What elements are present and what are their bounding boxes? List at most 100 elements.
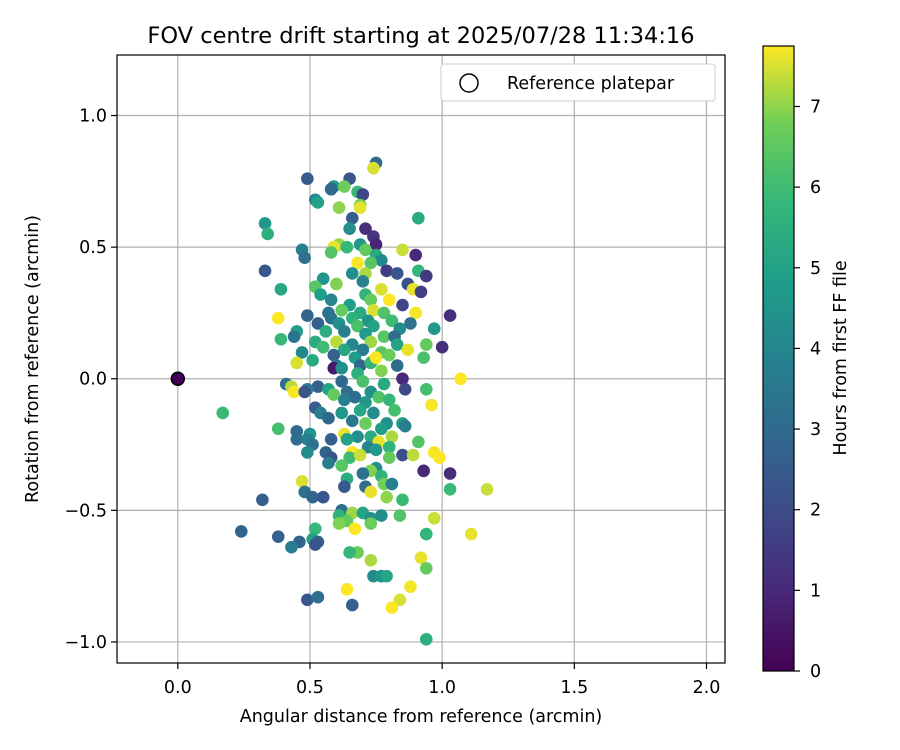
data-point: [345, 267, 359, 280]
data-point: [412, 211, 425, 225]
data-point: [356, 467, 370, 480]
legend-marker: [459, 73, 479, 93]
data-point: [258, 264, 272, 278]
data-point: [348, 390, 362, 404]
data-point: [388, 404, 401, 417]
y-tick-label: 0.5: [79, 238, 107, 258]
data-point: [298, 385, 311, 399]
data-point: [364, 335, 378, 349]
plot-area: 0.0 0.5 1.0 1.5 2.0 −1.0 −0.5 0.0 0.5 1.0: [65, 54, 726, 698]
data-point: [375, 253, 388, 267]
data-point: [419, 561, 433, 575]
data-point: [359, 243, 372, 257]
data-point: [332, 201, 346, 214]
data-point: [401, 343, 415, 357]
data-point: [419, 338, 433, 351]
data-point: [330, 335, 343, 349]
data-point: [290, 432, 304, 446]
colorbar-tick-label: 7: [810, 97, 821, 117]
x-axis-ticks: 0.0 0.5 1.0 1.5 2.0: [164, 663, 720, 698]
data-point: [385, 601, 399, 615]
data-point: [359, 222, 372, 236]
data-point: [287, 330, 301, 343]
data-point: [311, 196, 325, 209]
data-point: [338, 180, 351, 193]
data-point: [375, 509, 388, 522]
x-tick-label: 0.0: [164, 678, 192, 698]
y-tick-label: −1.0: [65, 633, 108, 653]
data-point: [414, 285, 428, 299]
data-point: [390, 338, 404, 351]
data-point: [290, 356, 304, 370]
data-point: [353, 404, 367, 417]
data-point: [274, 332, 288, 346]
data-point: [311, 380, 325, 393]
data-point: [351, 319, 364, 333]
colorbar-ticks: 0 1 2 3 4 5 6 7: [794, 97, 821, 682]
data-point: [335, 304, 348, 317]
data-point: [353, 448, 367, 462]
reference-point: [170, 371, 186, 386]
data-point: [316, 272, 330, 286]
data-point: [427, 322, 441, 336]
data-point: [377, 377, 391, 391]
data-point: [385, 477, 399, 491]
data-point: [364, 554, 378, 567]
data-point: [234, 525, 248, 538]
data-point: [316, 490, 330, 504]
colorbar-tick-label: 2: [810, 501, 821, 521]
scatter-points: [216, 156, 494, 646]
data-point: [332, 517, 346, 530]
data-point: [377, 330, 391, 343]
data-point: [435, 340, 449, 354]
x-tick-label: 1.0: [428, 678, 456, 698]
data-point: [382, 451, 396, 465]
data-point: [324, 246, 338, 259]
data-point: [308, 522, 322, 536]
data-point: [385, 314, 399, 328]
data-point: [367, 161, 380, 175]
data-point: [301, 593, 314, 607]
data-point: [390, 359, 404, 372]
data-point: [295, 475, 309, 488]
y-tick-label: 1.0: [79, 107, 107, 127]
data-point: [316, 340, 330, 354]
colorbar-tick-label: 5: [810, 259, 821, 279]
colorbar-gradient: [762, 45, 795, 672]
data-point: [359, 417, 372, 430]
data-point: [327, 388, 341, 401]
data-point: [335, 361, 348, 375]
y-axis-label: Rotation from reference (arcmin): [23, 215, 43, 503]
data-point: [367, 406, 380, 420]
data-point: [298, 251, 311, 264]
data-point: [396, 243, 409, 257]
data-point: [419, 527, 433, 541]
data-point: [443, 467, 457, 480]
data-point: [295, 346, 309, 359]
data-point: [301, 172, 314, 186]
colorbar: 0 1 2 3 4 5 6 7 Hours from first FF file: [762, 45, 851, 682]
y-axis-ticks: −1.0 −0.5 0.0 0.5 1.0: [65, 107, 117, 653]
data-point: [338, 480, 351, 493]
data-point: [271, 311, 285, 325]
data-point: [375, 282, 388, 296]
data-point: [364, 293, 378, 307]
chart-title: FOV centre drift starting at 2025/07/28 …: [147, 23, 694, 49]
data-point: [480, 482, 494, 496]
data-point: [417, 351, 430, 364]
data-point: [343, 546, 356, 559]
y-tick-label: 0.0: [79, 370, 107, 390]
y-tick-label: −0.5: [65, 501, 108, 521]
data-point: [380, 490, 393, 504]
data-point: [398, 382, 412, 396]
data-point: [443, 482, 457, 496]
data-point: [367, 319, 380, 333]
data-point: [306, 354, 319, 367]
colorbar-tick-label: 6: [810, 178, 821, 198]
data-point: [382, 348, 396, 362]
data-point: [335, 459, 348, 472]
colorbar-tick-label: 3: [810, 420, 821, 440]
data-point: [427, 511, 441, 525]
data-point: [382, 393, 396, 407]
